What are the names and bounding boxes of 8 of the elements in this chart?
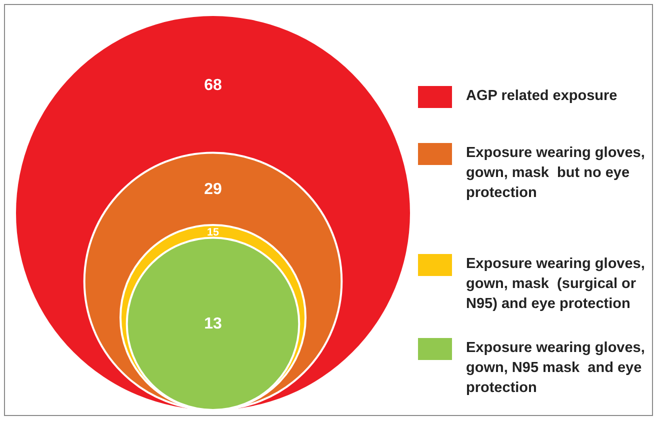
data-label: 29 (204, 181, 222, 198)
category-label: Exposure wearing gloves, gown, mask (surgical or N95) and eye protection (466, 255, 646, 314)
data-label: 68 (204, 76, 222, 94)
category-label: AGP related exposure (466, 87, 618, 106)
category-label: Exposure wearing gloves, gown, N95 mask and eye protection (466, 339, 646, 398)
category-label: Exposure wearing gloves, gown, mask but no eye protection (466, 144, 646, 203)
data-label: 13 (204, 315, 222, 332)
data-label: 15 (207, 226, 219, 238)
